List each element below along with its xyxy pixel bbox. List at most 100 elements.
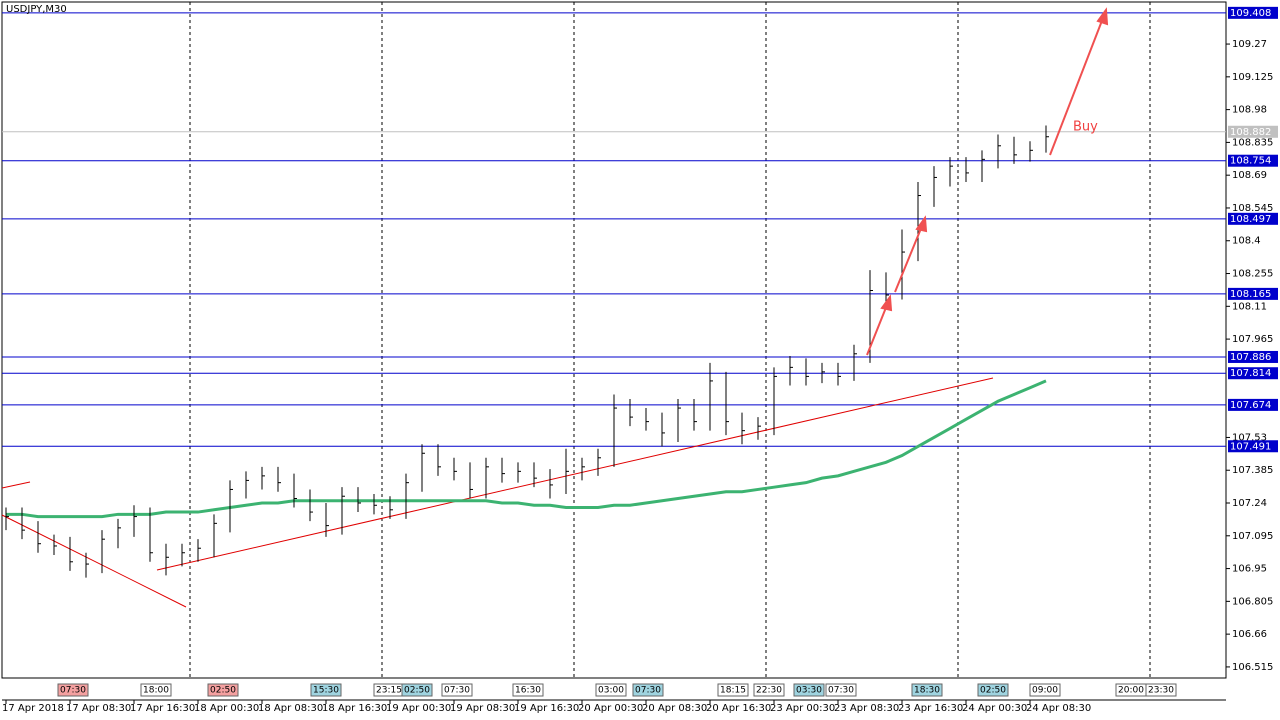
price-line-tag (1228, 125, 1278, 138)
event-label: 18:30 (914, 686, 940, 696)
event-tag (793, 683, 825, 697)
event-tag (1145, 683, 1177, 697)
y-tick-label: 106.95 (1232, 564, 1267, 575)
event-tag (57, 683, 89, 697)
event-tag (140, 683, 172, 697)
y-tick-label: 107.24 (1232, 498, 1267, 509)
day-separators (189, 2, 1151, 678)
arrow (894, 225, 923, 293)
level-line-label: 108.754 (1230, 156, 1271, 167)
level-line-label: 108.497 (1230, 214, 1271, 225)
event-label: 23:15 (376, 686, 402, 696)
level-line-label: 107.491 (1230, 441, 1271, 452)
y-tick-label: 107.965 (1232, 334, 1273, 345)
y-tick-label: 108.835 (1232, 137, 1273, 148)
x-tick-label: 20 Apr 08:30 (642, 703, 707, 714)
level-line-tag (1228, 440, 1278, 453)
x-tick-label: 23 Apr 16:30 (898, 703, 963, 714)
arrow-head (915, 215, 928, 233)
y-tick-label: 109.125 (1232, 72, 1273, 83)
trend-lines (1, 377, 994, 608)
event-tag (717, 683, 749, 697)
x-tick-label: 23 Apr 00:30 (770, 703, 835, 714)
arrow-head (880, 294, 893, 312)
event-tag (207, 683, 239, 697)
event-tag (1029, 683, 1061, 697)
trend-line (1, 514, 187, 608)
level-line-tag (1228, 287, 1278, 300)
level-line-tag (1228, 350, 1278, 363)
level-line-tag (1228, 398, 1278, 411)
event-label: 07:30 (828, 686, 854, 696)
event-tag (512, 683, 544, 697)
event-label: 03:00 (598, 686, 624, 696)
event-label: 18:00 (143, 686, 169, 696)
event-label: 03:30 (796, 686, 822, 696)
trend-line (1, 481, 31, 489)
event-label: 18:15 (720, 686, 746, 696)
x-tick-label: 17 Apr 16:30 (130, 703, 195, 714)
y-tick-label: 106.805 (1232, 596, 1273, 607)
x-tick-label: 18 Apr 00:30 (194, 703, 259, 714)
y-tick-label: 108.4 (1232, 236, 1261, 247)
x-tick-label: 20 Apr 00:30 (578, 703, 643, 714)
x-tick-label: 18 Apr 08:30 (258, 703, 323, 714)
y-tick-label: 106.515 (1232, 662, 1273, 673)
event-tag (595, 683, 627, 697)
x-tick-label: 17 Apr 08:30 (66, 703, 131, 714)
event-label: 20:00 (1118, 686, 1144, 696)
arrows (866, 7, 1109, 356)
arrow-head (1096, 7, 1109, 26)
level-line-tag (1228, 212, 1278, 225)
x-tick-label: 20 Apr 16:30 (706, 703, 771, 714)
y-tick-label: 107.095 (1232, 531, 1273, 542)
event-label: 15:30 (313, 686, 339, 696)
x-tick-label: 24 Apr 00:30 (962, 703, 1027, 714)
event-tag (825, 683, 857, 697)
event-label: 22:30 (756, 686, 782, 696)
arrow (866, 304, 888, 356)
event-label: 23:30 (1148, 686, 1174, 696)
level-line-label: 108.165 (1230, 289, 1271, 300)
level-line-label: 107.674 (1230, 400, 1271, 411)
event-tag (753, 683, 785, 697)
y-tick-label: 106.66 (1232, 629, 1267, 640)
event-label: 07:30 (444, 686, 470, 696)
level-line-tag (1228, 6, 1278, 19)
x-tick-label: 17 Apr 2018 (2, 703, 64, 714)
moving-average (6, 379, 1047, 519)
y-tick-label: 108.98 (1232, 105, 1267, 116)
trend-line (156, 377, 994, 571)
event-label: 16:30 (515, 686, 541, 696)
plot-frame (1, 1, 1227, 679)
level-line-label: 107.814 (1230, 368, 1271, 379)
event-label: 02:50 (980, 686, 1006, 696)
annotation: Buy (1073, 120, 1098, 135)
level-line-tag (1228, 367, 1278, 380)
x-tick-label: 19 Apr 08:30 (450, 703, 515, 714)
event-label: 02:50 (210, 686, 236, 696)
y-tick-label: 108.11 (1232, 301, 1267, 312)
marks (5, 125, 1049, 578)
event-tag (401, 683, 433, 697)
chart-title: USDJPY,M30 (6, 4, 67, 15)
y-tick-label: 108.69 (1232, 170, 1267, 181)
event-label: 09:00 (1032, 686, 1058, 696)
y-tick-label: 108.545 (1232, 203, 1273, 214)
x-tick-label: 24 Apr 08:30 (1026, 703, 1091, 714)
y-tick-label: 108.255 (1232, 269, 1273, 280)
event-label: 07:30 (635, 686, 661, 696)
level-line-label: 107.886 (1230, 352, 1271, 363)
price-line-label: 108.882 (1230, 127, 1271, 138)
event-label: 02:50 (404, 686, 430, 696)
event-tag (911, 683, 943, 697)
level-line-label: 109.408 (1230, 8, 1271, 19)
event-tag (632, 683, 664, 697)
x-tick-label: 18 Apr 16:30 (322, 703, 387, 714)
x-tick-label: 19 Apr 16:30 (514, 703, 579, 714)
event-tag (310, 683, 342, 697)
arrow (1049, 17, 1104, 156)
x-tick-label: 23 Apr 08:30 (834, 703, 899, 714)
